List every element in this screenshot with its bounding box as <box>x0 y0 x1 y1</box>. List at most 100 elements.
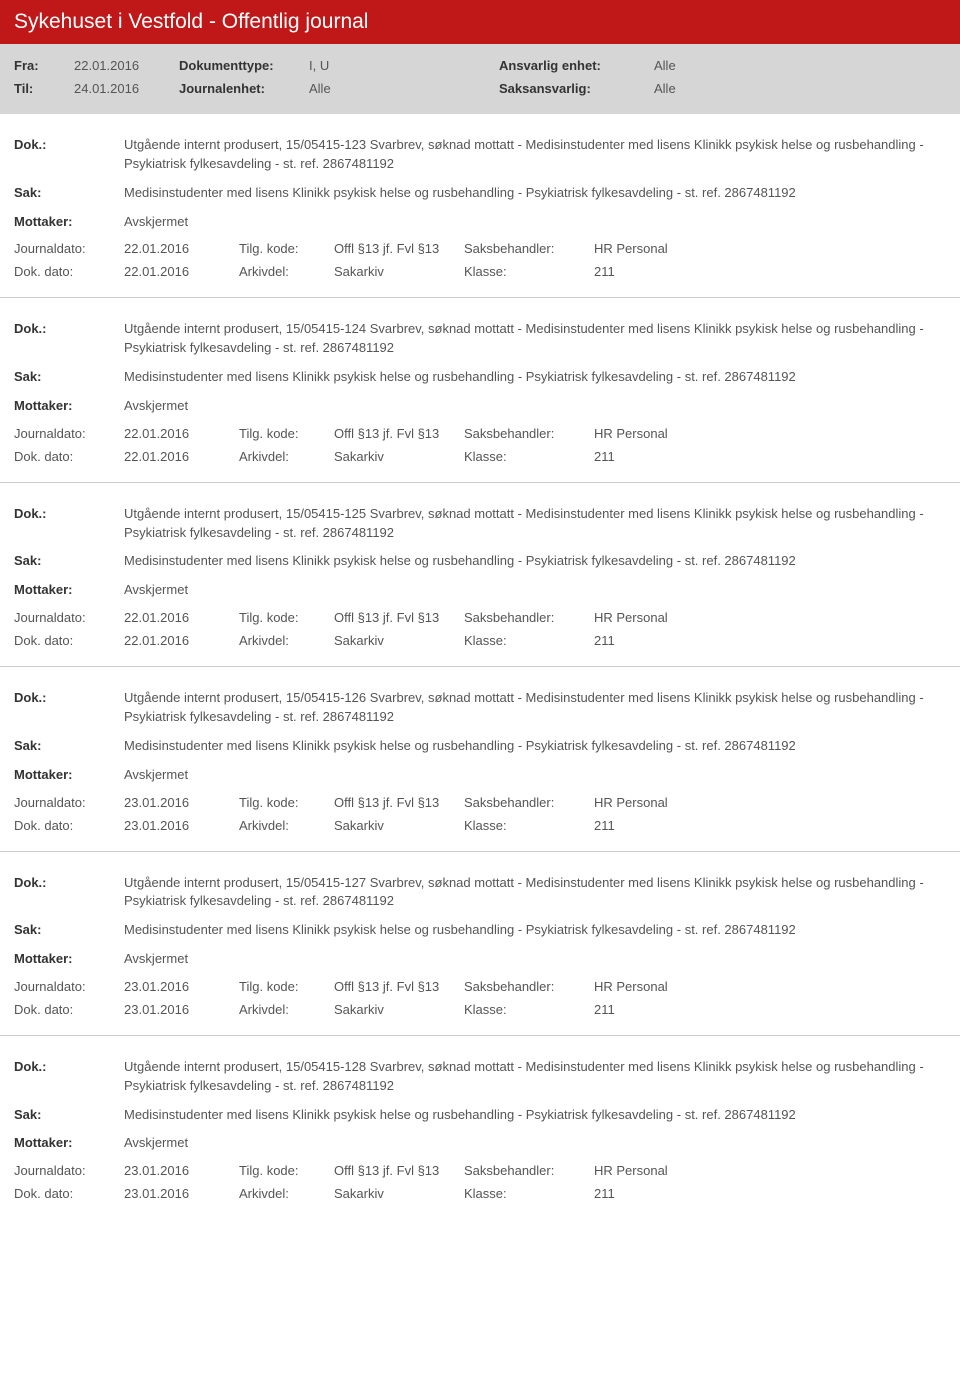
arkivdel-value: Sakarkiv <box>334 633 464 648</box>
klasse-label: Klasse: <box>464 818 594 833</box>
journal-entry: Dok.: Utgående internt produsert, 15/054… <box>0 483 960 667</box>
saksbehandler-value: HR Personal <box>594 426 668 441</box>
dok-label: Dok.: <box>14 136 124 155</box>
sak-label: Sak: <box>14 737 124 756</box>
saksbehandler-label: Saksbehandler: <box>464 1163 594 1178</box>
sak-text: Medisinstudenter med lisens Klinikk psyk… <box>124 552 946 571</box>
journal-entry: Dok.: Utgående internt produsert, 15/054… <box>0 852 960 1036</box>
sak-label: Sak: <box>14 1106 124 1125</box>
tilgkode-value: Offl §13 jf. Fvl §13 <box>334 979 464 994</box>
journaldato-label: Journaldato: <box>14 241 124 256</box>
fra-label: Fra: <box>14 58 74 73</box>
filter-header: Fra: 22.01.2016 Dokumenttype: I, U Ansva… <box>0 44 960 114</box>
sak-text: Medisinstudenter med lisens Klinikk psyk… <box>124 184 946 203</box>
mottaker-text: Avskjermet <box>124 213 946 232</box>
meta-row-1: Journaldato: 23.01.2016 Tilg. kode: Offl… <box>14 979 946 994</box>
journal-entry: Dok.: Utgående internt produsert, 15/054… <box>0 667 960 851</box>
tilgkode-value: Offl §13 jf. Fvl §13 <box>334 795 464 810</box>
journaldato-value: 22.01.2016 <box>124 426 239 441</box>
dokdato-value: 23.01.2016 <box>124 1186 239 1201</box>
klasse-label: Klasse: <box>464 633 594 648</box>
dok-text: Utgående internt produsert, 15/05415-123… <box>124 136 946 174</box>
saksbehandler-value: HR Personal <box>594 1163 668 1178</box>
dok-row: Dok.: Utgående internt produsert, 15/054… <box>14 1058 946 1096</box>
arkivdel-label: Arkivdel: <box>239 449 334 464</box>
journal-entry: Dok.: Utgående internt produsert, 15/054… <box>0 298 960 482</box>
tilgkode-value: Offl §13 jf. Fvl §13 <box>334 1163 464 1178</box>
arkivdel-label: Arkivdel: <box>239 1002 334 1017</box>
klasse-value: 211 <box>594 449 615 464</box>
journaldato-value: 22.01.2016 <box>124 241 239 256</box>
dokdato-label: Dok. dato: <box>14 1002 124 1017</box>
sak-text: Medisinstudenter med lisens Klinikk psyk… <box>124 737 946 756</box>
arkivdel-label: Arkivdel: <box>239 633 334 648</box>
mottaker-label: Mottaker: <box>14 581 124 600</box>
tilgkode-label: Tilg. kode: <box>239 1163 334 1178</box>
klasse-label: Klasse: <box>464 1002 594 1017</box>
filter-row-1: Fra: 22.01.2016 Dokumenttype: I, U Ansva… <box>14 54 946 77</box>
journaldato-label: Journaldato: <box>14 795 124 810</box>
klasse-value: 211 <box>594 633 615 648</box>
dok-label: Dok.: <box>14 320 124 339</box>
mottaker-row: Mottaker: Avskjermet <box>14 766 946 785</box>
doktype-label: Dokumenttype: <box>179 58 309 73</box>
mottaker-row: Mottaker: Avskjermet <box>14 213 946 232</box>
klasse-label: Klasse: <box>464 264 594 279</box>
journaldato-label: Journaldato: <box>14 610 124 625</box>
journaldato-label: Journaldato: <box>14 1163 124 1178</box>
mottaker-label: Mottaker: <box>14 766 124 785</box>
saksbehandler-label: Saksbehandler: <box>464 426 594 441</box>
dok-label: Dok.: <box>14 505 124 524</box>
arkivdel-value: Sakarkiv <box>334 818 464 833</box>
saksbehandler-value: HR Personal <box>594 979 668 994</box>
dokdato-value: 23.01.2016 <box>124 818 239 833</box>
meta-row-1: Journaldato: 22.01.2016 Tilg. kode: Offl… <box>14 241 946 256</box>
meta-row-2: Dok. dato: 22.01.2016 Arkivdel: Sakarkiv… <box>14 449 946 464</box>
mottaker-label: Mottaker: <box>14 1134 124 1153</box>
filter-row-2: Til: 24.01.2016 Journalenhet: Alle Saksa… <box>14 77 946 100</box>
dokdato-value: 22.01.2016 <box>124 633 239 648</box>
mottaker-label: Mottaker: <box>14 950 124 969</box>
dokdato-label: Dok. dato: <box>14 818 124 833</box>
ansvarlig-label: Ansvarlig enhet: <box>499 58 654 73</box>
journaldato-label: Journaldato: <box>14 979 124 994</box>
meta-row-1: Journaldato: 23.01.2016 Tilg. kode: Offl… <box>14 795 946 810</box>
journalenhet-label: Journalenhet: <box>179 81 309 96</box>
page-title-bar: Sykehuset i Vestfold - Offentlig journal <box>0 0 960 44</box>
saksbehandler-label: Saksbehandler: <box>464 979 594 994</box>
journaldato-value: 22.01.2016 <box>124 610 239 625</box>
klasse-value: 211 <box>594 1186 615 1201</box>
saksansvarlig-value: Alle <box>654 81 676 96</box>
journaldato-value: 23.01.2016 <box>124 979 239 994</box>
sak-row: Sak: Medisinstudenter med lisens Klinikk… <box>14 184 946 203</box>
klasse-value: 211 <box>594 264 615 279</box>
dok-row: Dok.: Utgående internt produsert, 15/054… <box>14 136 946 174</box>
entries-list: Dok.: Utgående internt produsert, 15/054… <box>0 114 960 1219</box>
meta-row-2: Dok. dato: 23.01.2016 Arkivdel: Sakarkiv… <box>14 1186 946 1201</box>
dok-label: Dok.: <box>14 1058 124 1077</box>
dokdato-value: 22.01.2016 <box>124 264 239 279</box>
dok-text: Utgående internt produsert, 15/05415-127… <box>124 874 946 912</box>
arkivdel-label: Arkivdel: <box>239 264 334 279</box>
mottaker-text: Avskjermet <box>124 1134 946 1153</box>
meta-row-2: Dok. dato: 23.01.2016 Arkivdel: Sakarkiv… <box>14 818 946 833</box>
saksbehandler-label: Saksbehandler: <box>464 610 594 625</box>
sak-row: Sak: Medisinstudenter med lisens Klinikk… <box>14 1106 946 1125</box>
sak-row: Sak: Medisinstudenter med lisens Klinikk… <box>14 552 946 571</box>
journal-entry: Dok.: Utgående internt produsert, 15/054… <box>0 1036 960 1219</box>
tilgkode-label: Tilg. kode: <box>239 610 334 625</box>
doktype-value: I, U <box>309 58 499 73</box>
mottaker-row: Mottaker: Avskjermet <box>14 397 946 416</box>
mottaker-label: Mottaker: <box>14 213 124 232</box>
meta-row-1: Journaldato: 23.01.2016 Tilg. kode: Offl… <box>14 1163 946 1178</box>
tilgkode-label: Tilg. kode: <box>239 979 334 994</box>
arkivdel-value: Sakarkiv <box>334 449 464 464</box>
tilgkode-label: Tilg. kode: <box>239 241 334 256</box>
mottaker-text: Avskjermet <box>124 581 946 600</box>
arkivdel-label: Arkivdel: <box>239 1186 334 1201</box>
klasse-label: Klasse: <box>464 449 594 464</box>
dokdato-value: 23.01.2016 <box>124 1002 239 1017</box>
mottaker-text: Avskjermet <box>124 397 946 416</box>
tilgkode-label: Tilg. kode: <box>239 426 334 441</box>
mottaker-row: Mottaker: Avskjermet <box>14 1134 946 1153</box>
